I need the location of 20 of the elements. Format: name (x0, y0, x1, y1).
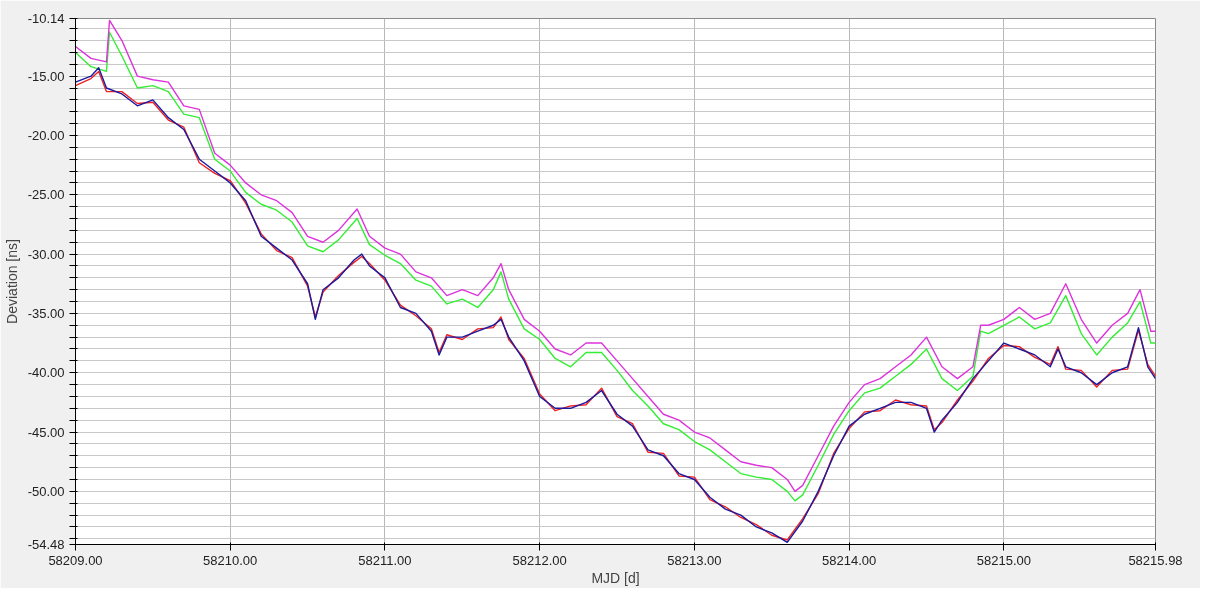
x-tick-label: 58213.00 (667, 552, 722, 568)
y-tick-label: -54.48 (27, 537, 65, 552)
x-tick-label: 58215.00 (976, 552, 1031, 568)
y-tick-label: -10.14 (27, 11, 65, 26)
y-tick-label: -30.00 (27, 246, 65, 262)
y-tick-label: -50.00 (27, 483, 65, 499)
x-tick-label: 58212.00 (512, 552, 567, 568)
y-tick-label: -40.00 (27, 365, 65, 381)
x-axis-title: MJD [d] (591, 569, 640, 586)
y-tick-label: -25.00 (27, 187, 65, 203)
y-tick-label: -15.00 (27, 68, 65, 84)
x-tick-label: 58215.98 (1128, 552, 1183, 568)
y-tick-label: -35.00 (27, 305, 65, 321)
x-tick-label: 58209.00 (48, 552, 103, 568)
y-tick-label: -20.00 (27, 127, 65, 143)
y-tick-label: -45.00 (27, 424, 65, 440)
x-tick-label: 58214.00 (822, 552, 877, 568)
y-axis-title: Deviation [ns] (3, 239, 20, 324)
x-tick-label: 58210.00 (203, 552, 258, 568)
x-tick-label: 58211.00 (358, 552, 412, 568)
